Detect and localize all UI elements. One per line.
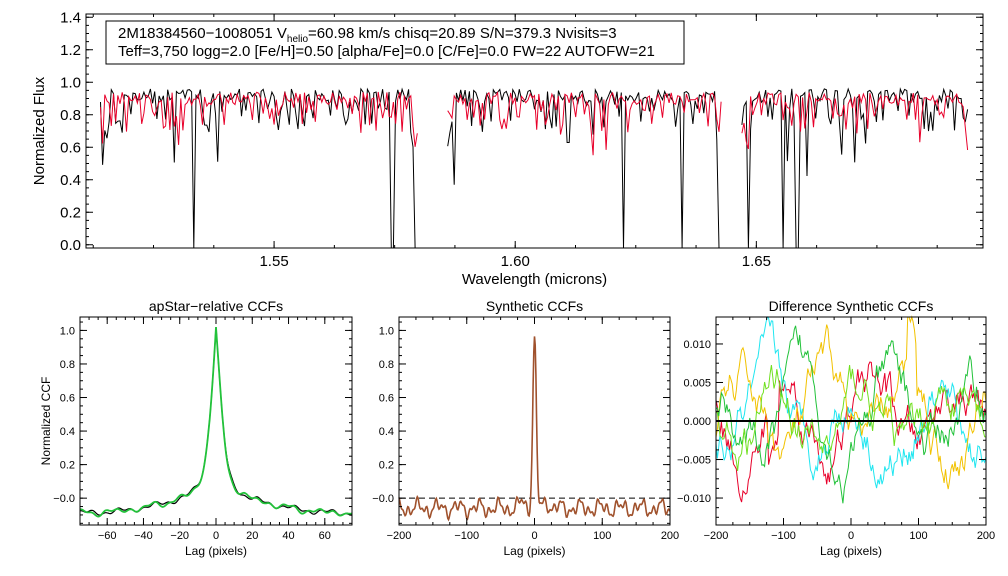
difference-ccf-series-3 (715, 325, 987, 504)
x-tick-label: −100 (771, 530, 796, 542)
spectrum-series-observed (447, 87, 722, 249)
spectrum-series-model (741, 92, 969, 151)
difference-ccf-series-2 (715, 315, 987, 490)
synthetic-ccf-panel: Synthetic CCFs −200 −100 0 100 200 −0.0 0.2 0.4… (372, 298, 679, 558)
x-tick-label: 0 (848, 530, 854, 542)
x-tick-label: 40 (282, 530, 294, 542)
x-tick-label: 100 (909, 530, 927, 542)
x-tick-label: −200 (387, 530, 412, 542)
y-tick-label: 0.005 (683, 377, 711, 389)
y-tick-label: 0.010 (683, 339, 711, 351)
spectrum-xlabel: Wavelength (microns) (462, 271, 607, 288)
apstar-ccf-frame (79, 316, 353, 526)
apstar-ccf-lines (79, 326, 353, 518)
x-tick-label: 100 (593, 530, 611, 542)
spectrum-lines (100, 87, 969, 249)
difference-ccf-series-0 (715, 361, 987, 503)
synthetic-ccf-xlabel: Lag (pixels) (503, 544, 565, 558)
y-tick-label: 1.0 (60, 325, 75, 337)
info-line-2: Teff=3,750 logg=2.0 [Fe/H]=0.50 [alpha/F… (118, 43, 655, 60)
difference-ccf-series-4 (715, 365, 987, 471)
y-tick-label: 0.2 (379, 459, 394, 471)
y-tick-label: 0.4 (379, 426, 394, 438)
difference-ccf-series-1 (715, 316, 987, 489)
info-star-id: 2M18384560−1008051 V (118, 25, 287, 42)
y-tick-label: 1.2 (60, 42, 81, 59)
apstar-ccf-title: apStar−relative CCFs (149, 298, 283, 314)
apstar-ccf-xlabel: Lag (pixels) (185, 544, 247, 558)
spectrum-panel: 1.55 1.60 1.65 0.0 0.2 0.4 0.6 0.8 1.0 1.2 1.4 2M1… (31, 10, 984, 288)
synthetic-ccf-title: Synthetic CCFs (486, 298, 583, 314)
x-tick-label: 0 (531, 530, 537, 542)
y-tick-label: 0.4 (60, 426, 75, 438)
x-tick-label: 0 (213, 530, 219, 542)
spectrum-ylabel: Normalized Flux (31, 76, 48, 185)
difference-ccf-ticks: −200 −100 0 100 200 −0.010 −0.005 0.000 0.005 0.0… (677, 317, 995, 542)
x-tick-label: 60 (319, 530, 331, 542)
apstar-ccf-panel: apStar−relative CCFs −60 −40 −20 0 20 40 60 −0.… (39, 298, 353, 558)
y-tick-label: 0.6 (60, 392, 75, 404)
y-tick-label: −0.005 (677, 454, 711, 466)
info-stats: =60.98 km/s chisq=20.89 S/N=379.3 Nvisit… (308, 25, 617, 42)
x-tick-label: 1.65 (742, 253, 771, 270)
y-tick-label: 0.8 (60, 107, 81, 124)
x-tick-label: −20 (170, 530, 189, 542)
spectrum-series-model (100, 90, 418, 147)
apstar-ccf-series-1 (79, 326, 353, 518)
y-tick-label: −0.010 (677, 493, 711, 505)
y-tick-label: 0.8 (60, 359, 75, 371)
y-tick-label: 0.2 (60, 459, 75, 471)
y-tick-label: 1.0 (60, 75, 81, 92)
difference-ccf-panel: Difference Synthetic CCFs −200 −100 0 100 20… (677, 298, 995, 558)
x-tick-label: 200 (661, 530, 679, 542)
synthetic-ccf-ticks: −200 −100 0 100 200 −0.0 0.2 0.4 0.6 0.8 1.0 (372, 317, 679, 542)
y-tick-label: 0.0 (60, 237, 81, 254)
y-tick-label: 0.2 (60, 205, 81, 222)
y-tick-label: 0.4 (60, 172, 81, 189)
apstar-ccf-ylabel: Normalized CCF (39, 377, 53, 466)
info-box-frame (105, 20, 685, 65)
x-tick-label: −40 (134, 530, 153, 542)
synthetic-ccf-lines (398, 336, 671, 522)
difference-ccf-title: Difference Synthetic CCFs (769, 298, 934, 314)
apstar-ccf-ticks: −60 −40 −20 0 20 40 60 −0.0 0.2 0.4 0.6 0.8 1.0 (53, 317, 353, 542)
synthetic-ccf-series (398, 336, 671, 522)
info-line-1: 2M18384560−1008051 Vhelio=60.98 km/s chi… (118, 25, 617, 45)
y-tick-label: 0.6 (60, 140, 81, 157)
difference-ccf-lines (715, 315, 987, 504)
x-tick-label: 1.60 (501, 253, 530, 270)
y-tick-label: 1.0 (379, 325, 394, 337)
x-tick-label: 1.55 (259, 253, 288, 270)
y-tick-label: 0.6 (379, 392, 394, 404)
y-tick-label: −0.0 (372, 493, 394, 505)
y-tick-label: 0.8 (379, 359, 394, 371)
spectrum-series-model (447, 90, 722, 156)
spectrum-series-observed (741, 87, 969, 249)
info-box: 2M18384560−1008051 Vhelio=60.98 km/s chi… (105, 20, 685, 65)
y-tick-label: 0.000 (683, 416, 711, 428)
apstar-ccf-series-0 (79, 327, 353, 516)
x-tick-label: −60 (98, 530, 117, 542)
x-tick-label: 20 (246, 530, 258, 542)
y-tick-label: −0.0 (53, 493, 75, 505)
info-helio-subscript: helio (287, 34, 309, 45)
x-tick-label: −200 (704, 530, 729, 542)
spectrum-series-observed (100, 87, 418, 249)
spectrum-ticks: 1.55 1.60 1.65 0.0 0.2 0.4 0.6 0.8 1.0 1.2 1.4 (60, 10, 983, 270)
x-tick-label: 200 (977, 530, 995, 542)
y-tick-label: 1.4 (60, 10, 81, 27)
x-tick-label: −100 (454, 530, 479, 542)
difference-ccf-xlabel: Lag (pixels) (820, 544, 882, 558)
